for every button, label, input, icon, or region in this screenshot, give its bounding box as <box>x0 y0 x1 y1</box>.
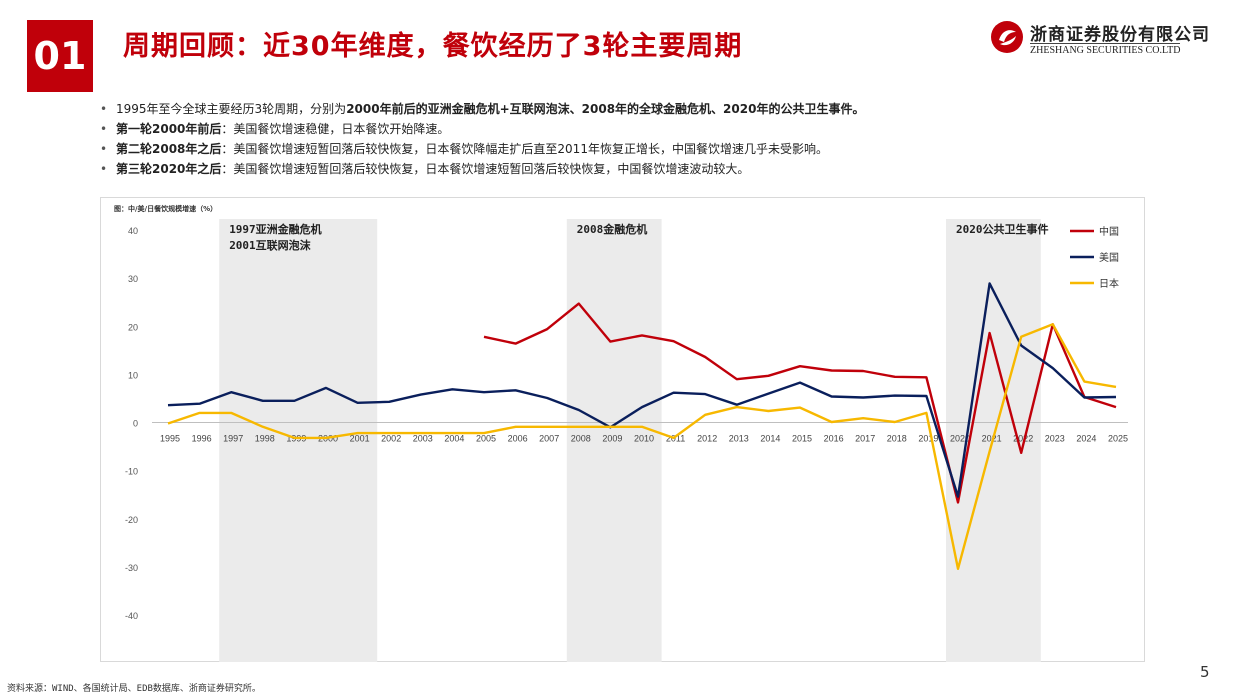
bullet-text-bold: 第三轮2020年之后 <box>116 162 222 176</box>
event-shade-band <box>566 219 662 662</box>
logo-company-name-en: ZHESHANG SECURITIES CO.LTD <box>1030 43 1181 56</box>
x-tick-label: 2022 <box>1013 434 1033 444</box>
summary-bullets: • 1995年至今全球主要经历3轮周期，分别为2000年前后的亚洲金融危机+互联网… <box>100 99 864 179</box>
bullet-text: 1995年至今全球主要经历3轮周期，分别为 <box>116 102 347 116</box>
y-tick-label: -30 <box>125 563 138 573</box>
x-tick-label: 1997 <box>223 434 243 444</box>
bullet-text: ：美国餐饮增速短暂回落后较快恢复，日本餐饮增速短暂回落后较快恢复，中国餐饮增速波… <box>221 162 750 176</box>
bullet-text-bold: 2000年前后的亚洲金融危机+互联网泡沫、2008年的全球金融危机、2020年的… <box>346 102 865 116</box>
section-number-badge: 01 <box>27 20 93 92</box>
y-tick-label: 40 <box>128 226 138 236</box>
bullet-text-bold: 第二轮2008年之后 <box>116 142 222 156</box>
x-tick-label: 2019 <box>918 434 938 444</box>
series-line <box>167 282 1117 498</box>
x-tick-label: 2020 <box>950 434 970 444</box>
x-tick-label: 1998 <box>255 434 275 444</box>
zheshang-logo-icon <box>991 21 1023 53</box>
event-annotation-label: 2008金融危机 <box>577 222 648 236</box>
legend-label: 美国 <box>1099 251 1119 264</box>
bullet-item: • 第三轮2020年之后：美国餐饮增速短暂回落后较快恢复，日本餐饮增速短暂回落后较… <box>100 162 750 176</box>
x-tick-label: 2004 <box>444 434 464 444</box>
event-annotation-label: 2020公共卫生事件 <box>956 222 1049 236</box>
bullet-text: ：美国餐饮增速稳健，日本餐饮开始降速。 <box>221 122 450 136</box>
event-annotation-label: 1997亚洲金融危机 <box>229 222 322 236</box>
series-line <box>483 302 1117 504</box>
x-tick-label: 2012 <box>697 434 717 444</box>
series-line <box>167 323 1117 570</box>
y-tick-label: 10 <box>128 370 138 380</box>
page-number: 5 <box>1200 663 1210 681</box>
bullet-text-bold: 第一轮2000年前后 <box>116 122 222 136</box>
y-tick-label: 30 <box>128 274 138 284</box>
x-tick-label: 2003 <box>413 434 433 444</box>
bullet-item: • 第二轮2008年之后：美国餐饮增速短暂回落后较快恢复，日本餐饮降幅走扩后直至2… <box>100 142 828 156</box>
x-tick-label: 2005 <box>476 434 496 444</box>
x-tick-label: 2016 <box>824 434 844 444</box>
legend-label: 日本 <box>1099 277 1119 290</box>
logo-company-name-cn: 浙商证券股份有限公司 <box>1030 25 1210 45</box>
event-shade-band <box>219 219 378 662</box>
x-tick-label: 2009 <box>602 434 622 444</box>
x-tick-label: 2023 <box>1045 434 1065 444</box>
x-tick-label: 2008 <box>571 434 591 444</box>
x-tick-label: 1996 <box>192 434 212 444</box>
x-tick-label: 2014 <box>760 434 780 444</box>
y-tick-label: -20 <box>125 515 138 525</box>
y-tick-label: 0 <box>133 419 138 429</box>
y-tick-label: -40 <box>125 611 138 621</box>
bullet-item: • 1995年至今全球主要经历3轮周期，分别为2000年前后的亚洲金融危机+互联网… <box>100 102 865 116</box>
x-tick-label: 2021 <box>982 434 1002 444</box>
x-tick-label: 2025 <box>1108 434 1128 444</box>
x-tick-label: 2011 <box>666 434 685 444</box>
x-tick-label: 2015 <box>792 434 812 444</box>
bullet-text: ：美国餐饮增速短暂回落后较快恢复，日本餐饮降幅走扩后直至2011年恢复正增长，中… <box>221 142 828 156</box>
x-tick-label: 2013 <box>729 434 749 444</box>
event-annotation-label: 2001互联网泡沫 <box>229 238 311 252</box>
x-tick-label: 2002 <box>381 434 401 444</box>
legend-label: 中国 <box>1099 225 1119 238</box>
page-title: 周期回顾：近30年维度，餐饮经历了3轮主要周期 <box>123 31 743 62</box>
x-tick-label: 2017 <box>855 434 875 444</box>
x-tick-label: 2010 <box>634 434 654 444</box>
bullet-item: • 第一轮2000年前后：美国餐饮增速稳健，日本餐饮开始降速。 <box>100 122 450 136</box>
x-tick-label: 2007 <box>539 434 559 444</box>
x-tick-label: 2006 <box>508 434 528 444</box>
data-source-note: 资料来源：WIND、各国统计局、EDB数据库、浙商证券研究所。 <box>7 684 261 694</box>
y-tick-label: 20 <box>128 322 138 332</box>
y-tick-label: -10 <box>125 467 138 477</box>
x-tick-label: 2024 <box>1076 434 1096 444</box>
chart-caption: 图：中/美/日餐饮规模增速（%） <box>114 205 218 213</box>
x-tick-label: 1995 <box>160 434 180 444</box>
x-tick-label: 2018 <box>887 434 907 444</box>
x-tick-label: 2001 <box>350 434 370 444</box>
company-logo: 浙商证券股份有限公司 ZHESHANG SECURITIES CO.LTD <box>990 20 1215 62</box>
